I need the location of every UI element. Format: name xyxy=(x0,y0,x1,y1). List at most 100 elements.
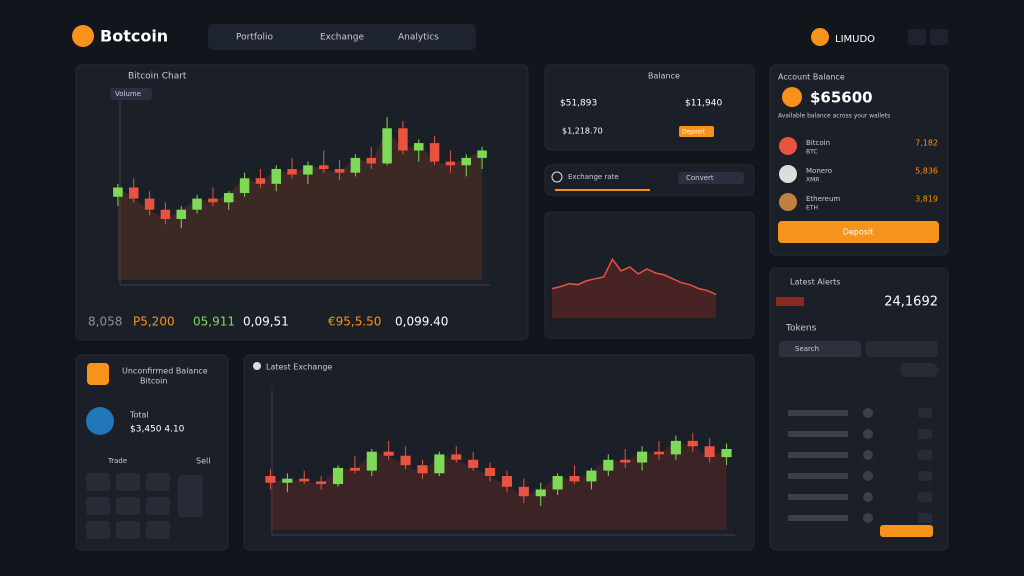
row-icon xyxy=(863,408,873,418)
title: Latest Alerts xyxy=(790,278,840,287)
candle-body xyxy=(535,489,546,497)
title: Balance xyxy=(648,72,680,81)
key[interactable] xyxy=(178,475,203,517)
row-bar xyxy=(788,410,848,416)
row-value: 5,836 xyxy=(915,167,938,176)
candle-body xyxy=(398,128,408,151)
button[interactable] xyxy=(908,29,926,45)
key[interactable] xyxy=(86,497,110,515)
candle-body xyxy=(113,187,123,197)
candle-body xyxy=(721,449,732,458)
row-icon xyxy=(863,429,873,439)
key[interactable] xyxy=(146,497,170,515)
candle-body xyxy=(670,440,681,455)
candle-body xyxy=(704,446,715,458)
row-icon xyxy=(863,513,873,523)
key[interactable] xyxy=(86,473,110,491)
row-sub: XMR xyxy=(806,177,819,184)
button-text[interactable]: Deposit xyxy=(682,129,706,136)
stat: 8,058 xyxy=(88,315,122,329)
candle-body xyxy=(569,476,580,482)
icon xyxy=(87,363,109,385)
candle-body xyxy=(282,478,293,483)
input[interactable] xyxy=(779,341,861,357)
row-pill xyxy=(918,492,932,502)
row-bar xyxy=(788,515,848,521)
key[interactable] xyxy=(86,521,110,539)
candle-body xyxy=(687,440,698,447)
row-icon xyxy=(863,492,873,502)
candle-body xyxy=(552,476,563,490)
row-bar xyxy=(788,494,848,500)
balance: $65600 xyxy=(810,89,873,107)
candle-body xyxy=(287,169,297,175)
row-pill xyxy=(918,450,932,460)
candle-body xyxy=(501,476,513,487)
candle-body xyxy=(129,187,139,199)
candle-body xyxy=(350,157,361,173)
brand: Botcoin xyxy=(100,27,168,46)
stat: 0,09,51 xyxy=(243,315,289,329)
title: Bitcoin Chart xyxy=(128,72,187,82)
icon xyxy=(253,362,261,370)
user[interactable]: LIMUDO xyxy=(835,34,875,45)
row-bar xyxy=(788,452,848,458)
candle-body xyxy=(255,178,266,184)
candle-body xyxy=(334,169,345,173)
stat: 05,911 xyxy=(193,315,235,329)
icon xyxy=(551,171,563,183)
nav-item[interactable]: Exchange xyxy=(320,33,364,43)
candle-body xyxy=(518,486,529,497)
input[interactable] xyxy=(866,341,938,357)
key[interactable] xyxy=(116,473,140,491)
subtext: Available balance across your wallets xyxy=(778,113,890,120)
button[interactable] xyxy=(880,525,933,537)
tag-text: Volume xyxy=(115,90,141,98)
row-sub: BTC xyxy=(806,149,818,156)
row-name: Bitcoin xyxy=(806,139,830,147)
row-pill xyxy=(918,429,932,439)
candle-body xyxy=(653,451,665,455)
button-text[interactable]: Deposit xyxy=(843,228,874,237)
candle-body xyxy=(461,157,471,166)
row-sub: ETH xyxy=(806,205,818,212)
nav-item[interactable]: Analytics xyxy=(398,33,439,43)
candle-body xyxy=(477,150,487,158)
candle-body xyxy=(414,143,424,151)
candle-body xyxy=(239,178,250,194)
row-icon xyxy=(863,471,873,481)
candle-body xyxy=(349,467,360,471)
area xyxy=(117,128,483,280)
value: 24,1692 xyxy=(884,295,938,310)
candle-body xyxy=(603,459,614,471)
badge xyxy=(776,297,804,306)
key[interactable] xyxy=(116,521,140,539)
nav-item[interactable]: Portfolio xyxy=(236,33,274,43)
stat: P5,200 xyxy=(133,315,175,329)
toggle[interactable] xyxy=(900,363,938,377)
button[interactable] xyxy=(678,172,744,184)
key[interactable] xyxy=(146,473,170,491)
button-text[interactable]: Convert xyxy=(686,174,714,182)
progress xyxy=(555,189,650,191)
candle-body xyxy=(144,198,155,210)
nav xyxy=(208,24,476,50)
candle-body xyxy=(382,128,392,164)
stat: 0,099.40 xyxy=(395,315,448,329)
key[interactable] xyxy=(146,521,170,539)
button[interactable] xyxy=(778,221,939,243)
button[interactable] xyxy=(930,29,948,45)
button[interactable] xyxy=(679,126,714,137)
coin xyxy=(779,165,797,183)
candle-body xyxy=(620,459,631,463)
key[interactable] xyxy=(116,497,140,515)
candle-body xyxy=(319,165,329,169)
input-text[interactable]: Search xyxy=(795,345,819,353)
tag: Trade xyxy=(107,457,127,465)
row-value: 3,819 xyxy=(915,195,938,204)
label[interactable]: Sell xyxy=(196,457,210,466)
candle-body xyxy=(176,209,186,219)
title: Account Balance xyxy=(778,73,845,82)
candle-body xyxy=(299,478,310,482)
